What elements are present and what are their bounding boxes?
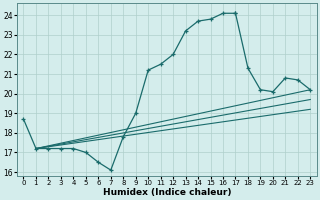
X-axis label: Humidex (Indice chaleur): Humidex (Indice chaleur) <box>103 188 231 197</box>
